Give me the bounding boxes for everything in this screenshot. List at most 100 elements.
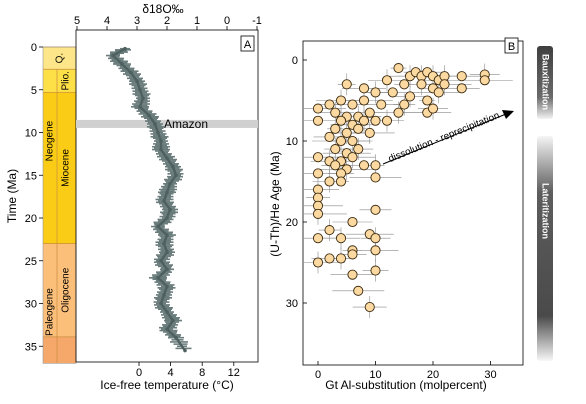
d18o-point [156, 224, 160, 229]
data-point [347, 135, 358, 147]
data-point [324, 253, 335, 264]
data-point [370, 245, 381, 256]
data-point [393, 107, 404, 118]
data-point [312, 233, 324, 244]
d18o-point [165, 216, 169, 220]
y-tick-label: 0 [292, 55, 298, 67]
d18o-point [159, 139, 163, 143]
data-point [335, 176, 347, 187]
data-point [335, 253, 347, 264]
data-point [381, 115, 393, 126]
bottom-tick-label: 4 [168, 367, 174, 379]
epoch-band [43, 243, 76, 337]
trend-arrow-head [502, 110, 514, 119]
d18o-point [171, 318, 175, 323]
panel-a-label: A [244, 39, 252, 51]
data-point [364, 301, 375, 313]
d18o-point [153, 122, 157, 126]
data-point [456, 83, 467, 94]
data-point [335, 135, 347, 147]
epoch-band [43, 47, 76, 70]
data-point [347, 249, 358, 260]
data-point [416, 79, 427, 90]
d18o-point [159, 301, 163, 306]
panel-b-frame [302, 40, 524, 366]
d18o-point [183, 348, 187, 353]
y-tick-label: 25 [25, 256, 37, 268]
data-point [393, 63, 404, 74]
d18o-point [138, 87, 142, 92]
data-point [370, 172, 381, 183]
data-point [387, 87, 398, 98]
d18o-point [123, 46, 127, 51]
data-point [330, 123, 341, 134]
d18o-point [168, 182, 172, 186]
panel-a-badge [240, 35, 255, 52]
x-axis-label: Gt Al-substitution (molpercent) [325, 378, 486, 392]
d18o-point [165, 250, 169, 254]
d18o-point [165, 284, 169, 289]
data-point [370, 233, 381, 244]
top-axis-label: δ18O‰ [142, 2, 183, 16]
d18o-point [165, 310, 169, 314]
epoch-label: Oligocene [61, 267, 72, 312]
top-tick-label: 0 [224, 15, 230, 27]
lateritization-bar [537, 136, 553, 361]
data-point [433, 87, 444, 98]
data-point [427, 103, 439, 114]
data-point [324, 176, 335, 187]
x-tick-label: 10 [369, 369, 381, 381]
top-tick-label: 1 [194, 15, 200, 27]
data-point [324, 131, 335, 142]
epoch-band [43, 92, 76, 244]
d18o-point [159, 147, 163, 152]
data-point [312, 152, 324, 163]
y-tick-label: 20 [25, 213, 37, 225]
data-point [312, 208, 324, 219]
d18o-point [168, 207, 172, 212]
d18o-point [162, 199, 166, 203]
bottom-tick-label: 12 [228, 367, 240, 379]
y-tick-label: 15 [25, 170, 37, 182]
data-point [370, 115, 381, 126]
x-tick-label: 0 [315, 369, 321, 381]
data-point [456, 71, 467, 82]
d18o-point [165, 233, 169, 237]
bauxitization-label: Bauxitization [541, 54, 551, 110]
d18o-point [156, 276, 160, 280]
data-point [422, 95, 433, 106]
data-point [347, 152, 358, 163]
period-label: Paleogene [45, 288, 56, 336]
amazon-label: Amazon [164, 117, 208, 131]
epoch-band [43, 69, 76, 93]
data-point [312, 257, 324, 268]
data-point [330, 107, 341, 118]
d18o-point [165, 267, 169, 272]
top-tick-label: 5 [74, 15, 80, 27]
epoch-label: Q. [55, 53, 66, 64]
panel-b-badge [504, 37, 519, 54]
data-point [358, 115, 370, 126]
y-tick-label: 30 [286, 298, 298, 310]
d18o-point [159, 258, 163, 263]
data-point [312, 115, 324, 126]
data-point [324, 99, 335, 110]
d18o-point [174, 335, 178, 340]
data-point [335, 115, 347, 126]
data-point [370, 87, 381, 98]
data-point [370, 204, 381, 215]
y-tick-label: 20 [286, 217, 298, 229]
d18o-point [165, 327, 169, 331]
data-point [479, 75, 490, 86]
x-tick-label: 30 [484, 369, 496, 381]
data-point [353, 285, 364, 296]
data-point [358, 83, 370, 94]
panel-a: Q. Plio. Miocene Oligocene Neogene Paleogene 0… [5, 2, 262, 392]
y-axis-label: (U-Th)/He Age (Ma) [268, 151, 282, 256]
data-point [312, 168, 324, 179]
bottom-tick-label: 8 [199, 367, 205, 379]
data-point [341, 127, 352, 138]
data-point [312, 103, 324, 114]
data-point [341, 79, 352, 90]
